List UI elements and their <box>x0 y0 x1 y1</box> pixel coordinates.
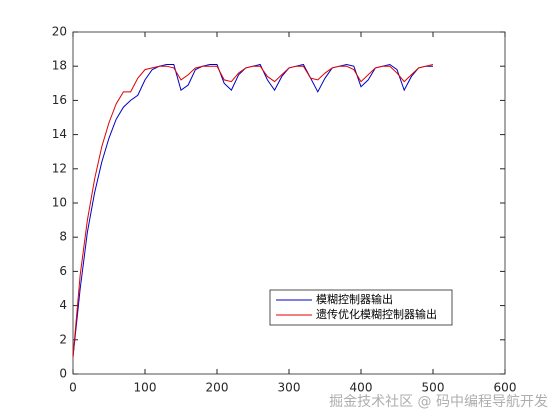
y-tick-label: 14 <box>52 127 67 141</box>
legend-box <box>269 289 453 326</box>
y-tick-label: 4 <box>59 298 67 312</box>
y-tick-label: 8 <box>59 230 67 244</box>
x-tick-label: 0 <box>69 381 77 395</box>
y-tick-label: 20 <box>52 25 67 39</box>
y-tick-label: 16 <box>52 93 67 107</box>
y-tick-label: 6 <box>59 264 67 278</box>
y-tick-label: 0 <box>59 367 67 381</box>
x-tick-label: 200 <box>206 381 229 395</box>
y-tick-label: 18 <box>52 59 67 73</box>
x-tick-label: 400 <box>350 381 373 395</box>
series-line <box>72 64 434 357</box>
y-tick-label: 12 <box>52 161 67 175</box>
watermark: 掘金技术社区 @ 码中编程导航开发 <box>329 394 548 410</box>
legend-label: 遗传优化模糊控制器输出 <box>316 307 437 321</box>
y-tick-label: 10 <box>52 196 67 210</box>
x-tick-label: 100 <box>134 381 157 395</box>
x-tick-label: 500 <box>422 381 445 395</box>
y-tick-label: 2 <box>59 332 67 346</box>
x-tick-label: 600 <box>494 381 517 395</box>
x-tick-label: 300 <box>278 381 301 395</box>
legend-label: 模糊控制器输出 <box>316 292 393 306</box>
